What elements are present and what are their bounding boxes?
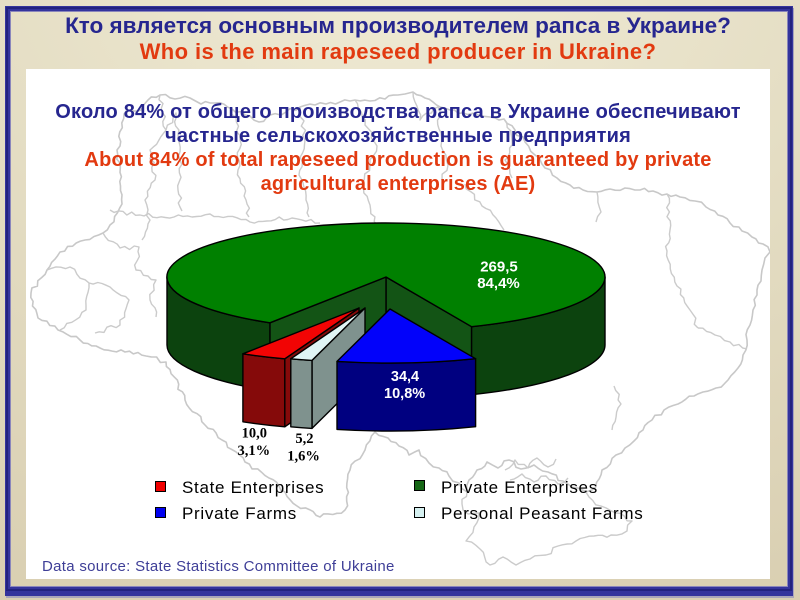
svg-text:34,4: 34,4: [391, 369, 419, 385]
svg-text:10,0: 10,0: [242, 425, 267, 441]
svg-text:10,8%: 10,8%: [384, 386, 425, 402]
svg-text:1,6%: 1,6%: [287, 449, 320, 465]
svg-text:84,4%: 84,4%: [477, 275, 520, 292]
svg-text:269,5: 269,5: [480, 259, 518, 276]
svg-text:3,1%: 3,1%: [237, 443, 270, 459]
svg-text:5,2: 5,2: [295, 431, 313, 447]
